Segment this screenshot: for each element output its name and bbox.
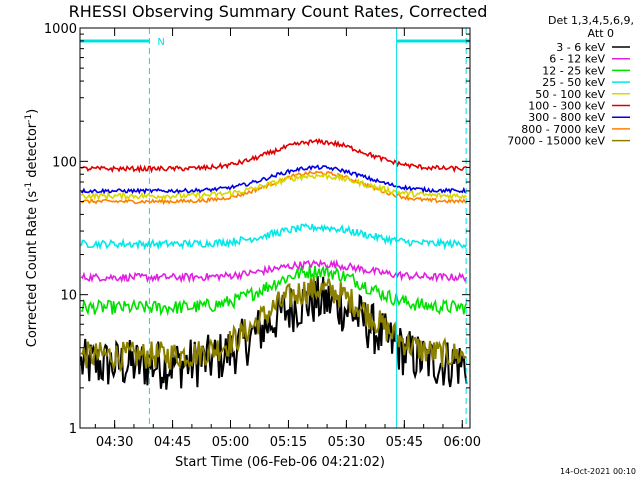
x-tick-label: 04:45 <box>154 435 191 450</box>
series-line-7 <box>81 170 468 206</box>
series-line-1 <box>80 258 468 284</box>
chart-title: RHESSI Observing Summary Count Rates, Co… <box>69 2 488 21</box>
series-line-6 <box>80 164 467 195</box>
series-line-0 <box>80 275 468 390</box>
footer-date: 14-Oct-2021 00:10 <box>560 467 636 476</box>
legend-label-7: 800 - 7000 keV <box>521 123 605 136</box>
y-tick-label: 1 <box>69 422 77 437</box>
legend-label-4: 50 - 100 keV <box>535 88 605 101</box>
x-axis: 04:30 04:45 05:00 05:15 05:30 05:45 06:00 <box>94 28 481 450</box>
flag-label: N <box>157 37 164 48</box>
series-line-3 <box>80 222 468 251</box>
legend-label-5: 100 - 300 keV <box>528 100 605 113</box>
y-axis-label: Corrected Count Rate (s-1 detector-1) <box>24 109 40 347</box>
series-line-4 <box>80 172 468 202</box>
legend-label-3: 25 - 50 keV <box>542 76 605 89</box>
y-tick-label: 1000 <box>44 22 77 37</box>
legend-label-1: 6 - 12 keV <box>549 53 605 66</box>
x-tick-label: 05:30 <box>328 435 365 450</box>
series-line-5 <box>80 137 467 174</box>
legend-label-2: 12 - 25 keV <box>542 64 605 77</box>
legend-header-1: Det 1,3,4,5,6,9, <box>548 14 634 27</box>
x-tick-label: 05:00 <box>212 435 249 450</box>
x-tick-label: 04:30 <box>96 435 133 450</box>
y-axis: 1 10 100 1000 <box>44 22 470 437</box>
plot-frame <box>79 27 471 429</box>
y-tick-label: 10 <box>60 289 77 304</box>
legend-label-6: 300 - 800 keV <box>528 111 605 124</box>
series-line-8 <box>80 276 467 373</box>
plot-area: N <box>79 28 470 428</box>
series-line-2 <box>81 263 468 317</box>
legend-label-8: 7000 - 15000 keV <box>507 135 605 148</box>
x-axis-label: Start Time (06-Feb-06 04:21:02) <box>175 455 385 470</box>
y-tick-label: 100 <box>52 155 77 170</box>
legend-label-0: 3 - 6 keV <box>556 41 605 54</box>
legend-header-2: Att 0 <box>588 27 614 40</box>
x-tick-label: 05:15 <box>270 435 307 450</box>
x-tick-label: 05:45 <box>386 435 423 450</box>
x-tick-label: 06:00 <box>444 435 481 450</box>
